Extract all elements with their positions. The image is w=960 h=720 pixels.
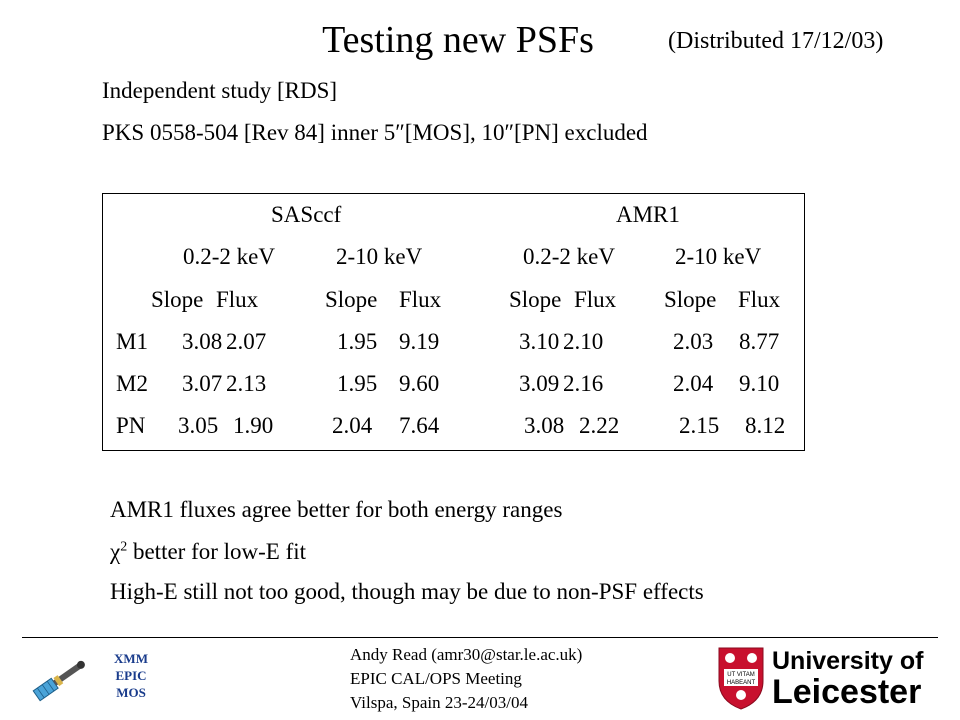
crest-icon: UT VITAM HABEANT [718, 647, 764, 710]
band-header: 0.2-2 keV [523, 244, 615, 269]
column-header: Flux [574, 287, 617, 312]
table-row: PN 3.05 1.90 2.04 7.64 3.08 2.22 2.15 8.… [103, 413, 804, 443]
table-cell: 3.09 [519, 371, 560, 396]
column-header: Slope [509, 287, 562, 312]
table-cell: 2.10 [563, 329, 604, 354]
page-title: Testing new PSFs [322, 19, 594, 61]
xmm-satellite-icon [32, 660, 85, 702]
footer-divider [22, 637, 938, 638]
table-cell: 2.13 [226, 371, 267, 396]
meeting-name: EPIC CAL/OPS Meeting [350, 669, 522, 688]
footer-credits: Andy Read (amr30@star.le.ac.uk) EPIC CAL… [350, 643, 582, 715]
table-cell: 3.05 [178, 413, 219, 438]
table-row: M2 3.07 2.13 1.95 9.60 3.09 2.16 2.04 9.… [103, 371, 804, 401]
logo-label-epic: EPIC [115, 668, 147, 683]
table-cell: 2.22 [579, 413, 620, 438]
band-header: 0.2-2 keV [183, 244, 275, 269]
author-contact: Andy Read (amr30@star.le.ac.uk) [350, 645, 583, 664]
crest-motto-line2: HABEANT [727, 680, 756, 686]
table-cell: 3.07 [182, 371, 223, 396]
table-cell: 3.08 [524, 413, 565, 438]
chi-text: better for low-E fit [127, 539, 307, 564]
table-cell: 1.90 [233, 413, 274, 438]
university-logo: UT VITAM HABEANT University of Leicester [716, 645, 936, 711]
table-cell: 2.07 [226, 329, 267, 354]
row-label: M2 [116, 371, 148, 396]
conclusion-chi-squared: χ2 better for low-E fit [110, 539, 306, 565]
table-band-row: 0.2-2 keV 2-10 keV 0.2-2 keV 2-10 keV [103, 244, 804, 274]
logo-label-mos: MOS [116, 685, 146, 700]
chi-exponent: 2 [120, 539, 128, 555]
table-cell: 9.19 [399, 329, 440, 354]
table-cell: 3.08 [182, 329, 223, 354]
table-subheader-row: Slope Flux Slope Flux Slope Flux Slope F… [103, 287, 804, 317]
xmm-epic-mos-label: XMM EPIC MOS [102, 650, 160, 701]
meeting-location: Vilspa, Spain 23-24/03/04 [350, 693, 528, 712]
table-row: M1 3.08 2.07 1.95 9.19 3.10 2.10 2.03 8.… [103, 329, 804, 359]
source-note: PKS 0558-504 [Rev 84] inner 5″[MOS], 10″… [102, 120, 648, 145]
table-cell: 7.64 [399, 413, 440, 438]
table-cell: 2.16 [563, 371, 604, 396]
row-label: PN [116, 413, 146, 438]
table-cell: 2.04 [673, 371, 714, 396]
column-header: Slope [151, 287, 204, 312]
chi-symbol: χ [110, 539, 121, 564]
table-cell: 8.12 [745, 413, 786, 438]
table-cell: 9.60 [399, 371, 440, 396]
column-header: Flux [738, 287, 781, 312]
logo-label-xmm: XMM [114, 651, 148, 666]
table-cell: 9.10 [739, 371, 780, 396]
table-group-row: SASccf AMR1 [103, 202, 804, 232]
column-header: Flux [216, 287, 259, 312]
conclusion-high-energy: High-E still not too good, though may be… [110, 579, 704, 604]
table-cell: 8.77 [739, 329, 780, 354]
conclusion-flux: AMR1 fluxes agree better for both energy… [110, 497, 563, 522]
group-header-amr1: AMR1 [616, 202, 680, 227]
band-header: 2-10 keV [336, 244, 423, 269]
university-name-line1: University of [772, 647, 924, 675]
table-cell: 1.95 [337, 371, 378, 396]
table-cell: 3.10 [519, 329, 560, 354]
study-note: Independent study [RDS] [102, 78, 338, 103]
table-cell: 1.95 [337, 329, 378, 354]
band-header: 2-10 keV [675, 244, 762, 269]
table-cell: 2.03 [673, 329, 714, 354]
distribution-date: (Distributed 17/12/03) [668, 28, 884, 54]
table-cell: 2.15 [679, 413, 720, 438]
column-header: Flux [399, 287, 442, 312]
results-table: SASccf AMR1 0.2-2 keV 2-10 keV 0.2-2 keV… [102, 193, 805, 451]
column-header: Slope [325, 287, 378, 312]
row-label: M1 [116, 329, 148, 354]
university-name-line2: Leicester [772, 673, 922, 711]
table-cell: 2.04 [332, 413, 373, 438]
column-header: Slope [664, 287, 717, 312]
crest-motto-line1: UT VITAM [727, 672, 754, 678]
group-header-sasccf: SASccf [271, 202, 342, 227]
